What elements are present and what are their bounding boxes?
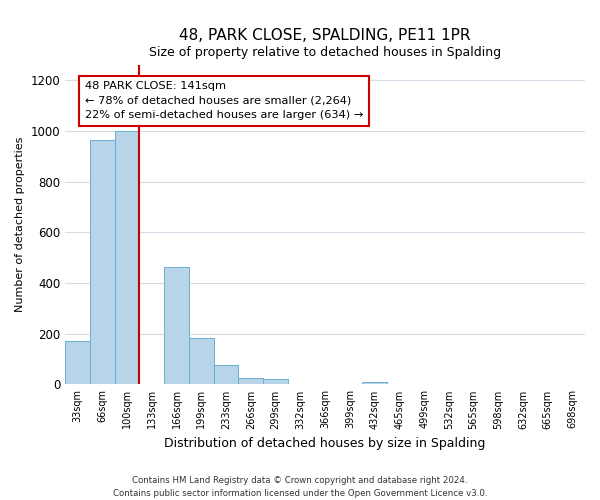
Text: Contains HM Land Registry data © Crown copyright and database right 2024.
Contai: Contains HM Land Registry data © Crown c…	[113, 476, 487, 498]
Bar	[263, 380, 288, 384]
Text: 48 PARK CLOSE: 141sqm
← 78% of detached houses are smaller (2,264)
22% of semi-d: 48 PARK CLOSE: 141sqm ← 78% of detached …	[85, 82, 363, 120]
Bar	[214, 366, 238, 384]
Bar	[164, 266, 189, 384]
Bar	[189, 338, 214, 384]
Bar	[65, 342, 90, 384]
Bar	[362, 382, 387, 384]
X-axis label: Distribution of detached houses by size in Spalding: Distribution of detached houses by size …	[164, 437, 486, 450]
Bar	[115, 131, 139, 384]
Title: 48, PARK CLOSE, SPALDING, PE11 1PR: 48, PARK CLOSE, SPALDING, PE11 1PR	[179, 28, 471, 43]
Text: Size of property relative to detached houses in Spalding: Size of property relative to detached ho…	[149, 46, 501, 59]
Y-axis label: Number of detached properties: Number of detached properties	[15, 137, 25, 312]
Bar	[238, 378, 263, 384]
Bar	[90, 140, 115, 384]
